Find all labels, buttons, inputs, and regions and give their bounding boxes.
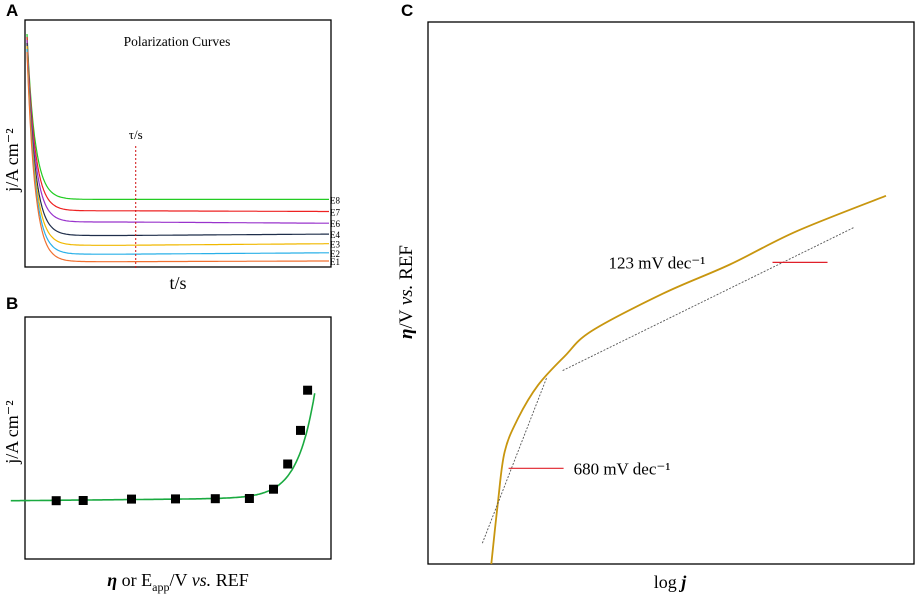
x-label-ref: REF <box>211 570 249 590</box>
tangent-line-high <box>562 226 855 371</box>
data-point-2 <box>78 496 88 505</box>
series-label-e7: E7 <box>330 208 340 218</box>
tafel-slope-high-label: 123 mV dec⁻¹ <box>609 253 706 272</box>
tangent-line-low <box>481 376 548 544</box>
x-label-vs: vs. <box>192 570 212 590</box>
series-line-e7 <box>26 36 329 213</box>
series-label-e8: E8 <box>330 195 340 205</box>
y-label-units-c: /V <box>396 305 417 328</box>
panel-c-frame <box>427 21 915 565</box>
series-label-e1: E1 <box>330 257 340 267</box>
series-label-e4: E4 <box>330 230 340 240</box>
eta-symbol: η <box>107 570 117 590</box>
data-point-5 <box>210 494 220 504</box>
data-point-8 <box>283 459 293 469</box>
x-label-or-e: or E <box>117 570 152 590</box>
tafel-curve <box>490 194 887 565</box>
data-point-7 <box>269 484 278 494</box>
series-line-e8 <box>26 33 329 200</box>
panel-c-plot <box>481 194 887 565</box>
panel-a-y-label: j/A cm⁻² <box>2 128 22 192</box>
data-point-9 <box>296 425 305 435</box>
series-line-e1 <box>26 51 329 263</box>
data-point-1 <box>51 496 61 506</box>
panel-b-plot <box>10 385 316 506</box>
panel-a-title: Polarization Curves <box>124 34 231 49</box>
data-point-3 <box>127 494 136 504</box>
series-label-e2: E2 <box>330 249 340 259</box>
panel-a-letter: A <box>6 1 18 20</box>
panel-b-frame <box>24 316 332 560</box>
data-point-4 <box>171 494 180 504</box>
series-label-e6: E6 <box>330 219 340 229</box>
panel-a-x-label: t/s <box>169 273 186 293</box>
series-line-e3 <box>26 45 329 246</box>
x-label-j: j <box>678 572 687 592</box>
y-label-vs-c: vs. <box>396 285 417 306</box>
eta-symbol-c: η <box>396 329 417 339</box>
y-label-ref-c: REF <box>396 245 417 285</box>
panel-c-y-label: η/V vs. REF <box>396 245 417 339</box>
data-point-6 <box>244 494 254 503</box>
tau-label: τ/s <box>129 127 143 142</box>
series-line-e2 <box>26 48 329 255</box>
x-label-units: /V <box>170 570 192 590</box>
series-line-e4 <box>26 42 329 237</box>
panel-b-y-label: j/A cm⁻² <box>2 400 22 464</box>
panel-a-frame <box>24 19 332 268</box>
x-label-subscript: app <box>152 580 169 594</box>
panel-b-letter: B <box>6 294 18 313</box>
tafel-slope-low-label: 680 mV dec⁻¹ <box>574 459 671 478</box>
series-line-e6 <box>26 39 329 224</box>
fit-line <box>10 393 316 502</box>
data-point-10 <box>303 385 313 395</box>
series-label-e3: E3 <box>330 240 340 250</box>
panel-c-letter: C <box>401 1 413 20</box>
panel-c-x-label: log j <box>654 572 688 592</box>
panel-b-x-label: η or Eapp/V vs. REF <box>107 570 248 594</box>
x-label-log: log <box>654 572 682 592</box>
